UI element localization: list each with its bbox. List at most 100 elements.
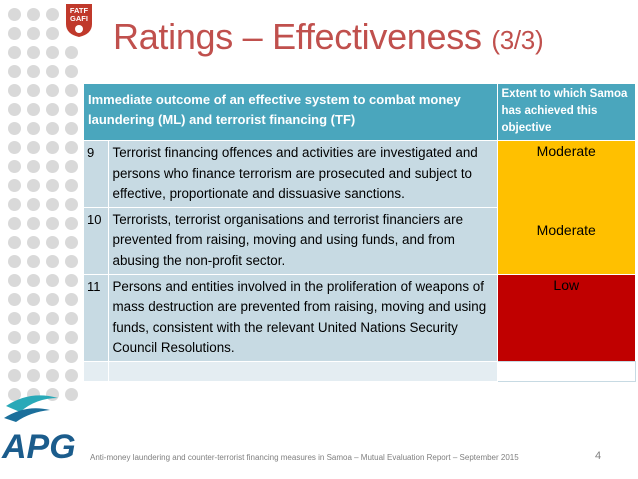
decorative-dot (8, 160, 21, 173)
table-row: 9 Terrorist financing offences and activ… (84, 140, 635, 275)
header-extent: Extent to which Samoa has achieved this … (497, 84, 635, 141)
decorative-dot (46, 331, 59, 344)
table-empty-row (84, 360, 636, 382)
decorative-dot (65, 46, 78, 59)
decorative-dot (46, 369, 59, 382)
decorative-dot (46, 84, 59, 97)
decorative-dot (27, 293, 40, 306)
decorative-dot (65, 293, 78, 306)
svg-text:FATF: FATF (70, 6, 89, 15)
decorative-dot (27, 312, 40, 325)
decorative-dot (46, 293, 59, 306)
decorative-dot (65, 312, 78, 325)
fatf-gafi-logo: FATF GAFI (66, 4, 92, 37)
rating-cell-low: Low (497, 273, 635, 362)
rating-label: Moderate (536, 222, 596, 238)
decorative-dot (65, 217, 78, 230)
decorative-dot (8, 236, 21, 249)
decorative-dot (46, 122, 59, 135)
footer-text: Anti-money laundering and counter-terror… (90, 453, 519, 462)
decorative-dot (27, 369, 40, 382)
outcome-number: 11 (84, 273, 109, 362)
decorative-dot (27, 160, 40, 173)
decorative-dot (8, 369, 21, 382)
decorative-dot (8, 141, 21, 154)
decorative-dot (46, 103, 59, 116)
decorative-dot (46, 27, 59, 40)
decorative-dot (65, 141, 78, 154)
decorative-dot (8, 331, 21, 344)
decorative-dot (65, 122, 78, 135)
decorative-dot (27, 65, 40, 78)
decorative-dot (65, 350, 78, 363)
decorative-dot (27, 8, 40, 21)
slide-title: Ratings – Effectiveness (3/3) (113, 16, 544, 57)
empty-cell (84, 360, 109, 382)
decorative-dot (65, 179, 78, 192)
decorative-dot (65, 236, 78, 249)
decorative-dot (46, 312, 59, 325)
outcome-number: 10 (84, 206, 109, 275)
svg-text:GAFI: GAFI (70, 14, 88, 23)
svg-text:APG: APG (1, 428, 76, 466)
slide-title-part: (3/3) (491, 25, 544, 55)
table-row: 11 Persons and entities involved in the … (84, 273, 635, 362)
decorative-dot (8, 255, 21, 268)
decorative-dot (8, 103, 21, 116)
decorative-dot (46, 350, 59, 363)
decorative-dot (8, 350, 21, 363)
decorative-dot (46, 65, 59, 78)
decorative-dot (27, 179, 40, 192)
outcome-description: Terrorist financing offences and activit… (108, 140, 498, 208)
decorative-dot (65, 84, 78, 97)
rating-label: Moderate (536, 143, 596, 159)
decorative-dot (65, 331, 78, 344)
decorative-dot (8, 198, 21, 211)
decorative-dot (46, 255, 59, 268)
rating-label: Low (553, 276, 580, 293)
table-row: 10 Terrorists, terrorist organisations a… (84, 206, 635, 275)
decorative-dot (46, 274, 59, 287)
decorative-dot (65, 103, 78, 116)
page-number: 4 (595, 450, 602, 462)
decorative-dot (27, 46, 40, 59)
decorative-dot (27, 217, 40, 230)
decorative-dot (27, 331, 40, 344)
outcome-description: Persons and entities involved in the pro… (108, 273, 498, 362)
outcome-number: 9 (84, 140, 109, 208)
decorative-dot (46, 198, 59, 211)
decorative-dot (8, 293, 21, 306)
decorative-dot (65, 65, 78, 78)
decorative-dot (8, 388, 21, 401)
table-header-row: Immediate outcome of an effective system… (84, 84, 635, 141)
decorative-dot (8, 122, 21, 135)
decorative-dot (46, 236, 59, 249)
decorative-dot (27, 122, 40, 135)
decorative-dot (27, 103, 40, 116)
empty-cell (108, 360, 498, 382)
decorative-dot (27, 274, 40, 287)
decorative-dot (8, 27, 21, 40)
decorative-dot (8, 84, 21, 97)
decorative-dot (8, 274, 21, 287)
decorative-dot (8, 8, 21, 21)
header-outcome: Immediate outcome of an effective system… (84, 84, 498, 141)
decorative-dot (27, 198, 40, 211)
decorative-dot (46, 46, 59, 59)
decorative-dot (65, 388, 78, 401)
decorative-dot (46, 8, 59, 21)
decorative-dot (46, 179, 59, 192)
decorative-dot (65, 255, 78, 268)
decorative-dot (27, 350, 40, 363)
decorative-dot-grid (0, 0, 84, 479)
decorative-dot (65, 369, 78, 382)
decorative-dot (27, 236, 40, 249)
decorative-dot (27, 84, 40, 97)
decorative-dot (27, 27, 40, 40)
decorative-dot (65, 274, 78, 287)
decorative-dot (46, 141, 59, 154)
decorative-dot (8, 46, 21, 59)
decorative-dot (46, 160, 59, 173)
empty-cell (496, 360, 636, 382)
decorative-dot (8, 312, 21, 325)
